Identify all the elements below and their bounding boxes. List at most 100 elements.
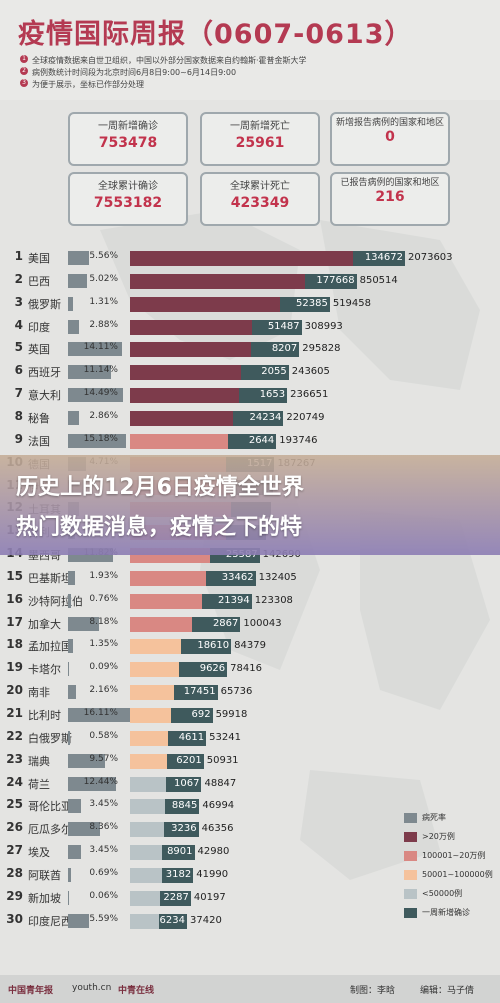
fatality-rate-bar — [68, 410, 79, 425]
legend-label: 100001~20万例 — [422, 851, 486, 860]
total-cases-label: 42980 — [197, 846, 230, 858]
weekly-new-bar — [168, 730, 207, 746]
country-label: 埃及 — [28, 846, 50, 860]
total-cases-label: 50931 — [206, 754, 239, 766]
rank-label: 27 — [6, 843, 23, 858]
legend-item: 100001~20万例 — [400, 848, 500, 867]
table-row: 5 英国 14.11% 8207 295828 — [0, 338, 500, 360]
country-label: 孟加拉国 — [28, 640, 72, 654]
total-cases-bar: 33462 — [130, 570, 256, 586]
fatality-rate-label: 3.45% — [89, 845, 118, 856]
rank-label: 9 — [14, 431, 23, 446]
weekly-new-label: 2055 — [261, 366, 287, 378]
stat-total-deaths: 全球累计死亡 423349 — [200, 172, 320, 226]
country-label: 卡塔尔 — [28, 663, 61, 677]
caption-overlay: 历史上的12月6日疫情全世界 热门数据消息，疫情之下的特 — [0, 455, 500, 555]
fatality-rate-label: 5.59% — [89, 913, 118, 924]
weekly-new-label: 2867 — [212, 617, 239, 629]
country-label: 新加坡 — [28, 891, 61, 905]
total-cases-bar: 8901 — [130, 845, 195, 861]
fatality-rate-label: 3.45% — [89, 799, 118, 810]
fatality-rate-label: 16.11% — [83, 708, 118, 718]
fatality-rate-label: 12.44% — [83, 776, 118, 787]
country-label: 英国 — [28, 343, 50, 357]
weekly-new-bar — [164, 822, 199, 838]
weekly-new-bar — [160, 890, 191, 906]
table-row: 27 埃及 3.45% 8901 42980 — [0, 841, 500, 863]
legend-swatch — [404, 870, 417, 880]
weekly-new-label: 3182 — [165, 868, 192, 880]
fatality-rate-bar — [68, 639, 74, 654]
note-3: 3 为便于展示，坐标已作部分处理 — [20, 79, 144, 90]
rank-label: 1 — [14, 249, 23, 263]
total-cases-label: 850514 — [359, 274, 398, 286]
total-cases-bar: 1067 — [130, 776, 202, 792]
weekly-new-bar — [353, 251, 405, 266]
weekly-new-label: 1067 — [174, 777, 200, 789]
total-cases-bar: 21394 — [130, 593, 252, 609]
rank-label: 18 — [6, 637, 23, 652]
weekly-new-label: 2287 — [163, 891, 189, 903]
rank-label: 2 — [14, 271, 23, 286]
fatality-rate-bar — [68, 913, 90, 928]
fatality-rate-bar — [68, 822, 100, 837]
fatality-rate-label: 5.02% — [89, 273, 118, 284]
total-cases-label: 220749 — [286, 411, 325, 423]
fatality-rate-label: 1.35% — [89, 639, 118, 650]
weekly-new-label: 4611 — [178, 731, 205, 743]
fatality-rate-bar — [68, 799, 82, 814]
fatality-rate-bar — [68, 593, 71, 608]
total-cases-label: 41990 — [196, 868, 229, 880]
total-cases-label: 40197 — [193, 891, 226, 903]
weekly-new-label: 134672 — [364, 252, 403, 263]
table-row: 7 意大利 14.49% 1653 236651 — [0, 384, 500, 406]
weekly-new-label: 51487 — [267, 320, 300, 332]
country-label: 印度 — [28, 320, 50, 334]
table-row: 8 秘鲁 2.86% 24234 220749 — [0, 407, 500, 429]
total-cases-label: 46994 — [202, 800, 235, 812]
total-cases-bar: 8207 — [130, 342, 300, 358]
fatality-rate-bar — [68, 753, 105, 768]
weekly-new-bar — [304, 273, 357, 289]
weekly-new-label: 52385 — [296, 297, 328, 309]
caption-line-1: 历史上的12月6日疫情全世界 — [16, 475, 304, 500]
fatality-rate-bar — [68, 365, 111, 380]
rank-label: 20 — [6, 683, 23, 698]
weekly-new-bar — [179, 662, 228, 678]
weekly-new-label: 21394 — [217, 594, 250, 606]
weekly-new-bar — [192, 616, 241, 632]
stat-weekly-confirmed: 一周新增确诊 753478 — [68, 112, 188, 166]
fatality-rate-bar — [68, 388, 124, 403]
table-row: 4 印度 2.88% 51487 308993 — [0, 316, 500, 338]
table-row: 6 西班牙 11.14% 2055 243605 — [0, 361, 500, 383]
total-cases-bar: 8845 — [130, 799, 200, 815]
fatality-rate-label: 15.18% — [83, 433, 118, 444]
page-title: 疫情国际周报（0607-0613） — [18, 19, 413, 50]
legend-label: 一周新增确诊 — [422, 908, 470, 917]
total-cases-bar: 6234 — [130, 913, 187, 929]
table-row: 19 卡塔尔 0.09% 9626 78416 — [0, 658, 500, 680]
country-label: 厄瓜多尔 — [28, 823, 72, 837]
rank-label: 3 — [14, 294, 23, 309]
table-row: 17 加拿大 8.18% 2867 100043 — [0, 613, 500, 635]
stat-new-countries: 新增报告病例的国家和地区 0 — [330, 112, 450, 166]
stat-total-confirmed: 全球累计确诊 7553182 — [68, 172, 188, 226]
weekly-new-label: 3236 — [171, 823, 197, 835]
table-row: 20 南非 2.16% 17451 65736 — [0, 681, 500, 703]
fatality-rate-bar — [68, 867, 71, 882]
weekly-new-bar — [162, 845, 195, 861]
total-cases-label: 100043 — [243, 617, 282, 629]
total-cases-bar: 1653 — [130, 388, 288, 404]
fatality-rate-label: 11.14% — [83, 365, 118, 376]
legend-item: >20万例 — [400, 829, 500, 848]
weekly-new-label: 9626 — [199, 663, 226, 675]
fatality-rate-bar — [68, 296, 73, 311]
fatality-rate-label: 14.49% — [83, 388, 118, 399]
footer-design: 制图：李晗 — [350, 986, 396, 996]
fatality-rate-label: 0.69% — [89, 867, 118, 878]
footer: 中国青年报 youth.cn 中青在线 制图：李晗 编辑：马子倩 — [0, 975, 500, 1003]
table-row: 22 白俄罗斯 0.58% 4611 53241 — [0, 727, 500, 749]
legend: 病死率 >20万例 100001~20万例 50001~100000例 <50000例一… — [400, 810, 500, 924]
stat-weekly-deaths: 一周新增死亡 25961 — [200, 112, 320, 166]
table-row: 24 荷兰 12.44% 1067 48847 — [0, 773, 500, 795]
